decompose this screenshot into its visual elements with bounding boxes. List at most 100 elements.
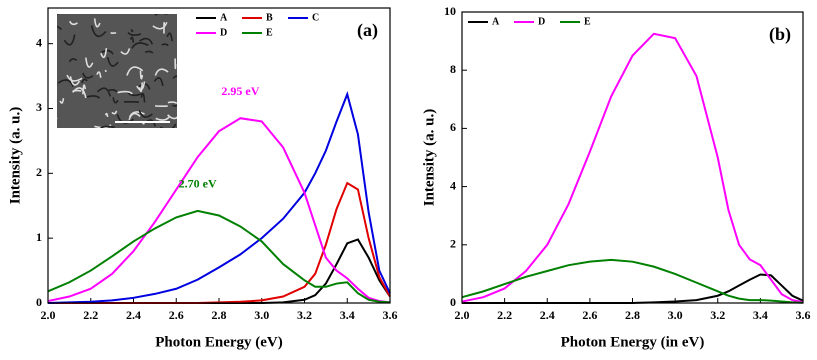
y-axis-title: Intensity (a. u.): [421, 109, 437, 207]
inset-texture: [139, 37, 154, 45]
inset-texture: [82, 84, 87, 95]
x-tick-label: 2.6: [169, 308, 184, 322]
x-tick-label: 3.2: [710, 308, 725, 322]
inset-texture: [166, 32, 173, 42]
inset-texture: [126, 66, 144, 76]
inset-texture: [117, 90, 133, 95]
x-tick-label: 3.6: [796, 308, 811, 322]
plot-frame: [461, 11, 804, 304]
inset-texture: [101, 49, 114, 55]
inset-texture: [96, 87, 112, 97]
inset-texture: [57, 79, 74, 87]
inset-texture: [161, 43, 169, 47]
inset-texture: [127, 31, 142, 36]
y-tick-label: 6: [450, 120, 456, 134]
inset-texture: [94, 124, 112, 128]
data-line: [48, 181, 391, 304]
inset-texture: [81, 78, 88, 84]
x-tick-label: 2.4: [126, 308, 141, 322]
inset-texture: [111, 110, 118, 115]
x-tick-label: 2.8: [212, 308, 227, 322]
x-tick-label: 2.6: [582, 308, 597, 322]
inset-texture: [63, 34, 76, 46]
inset-texture: [57, 117, 58, 119]
inset-texture: [138, 83, 151, 90]
annotation: 2.95 eV: [221, 84, 259, 98]
legend-label: E: [584, 16, 591, 27]
inset-texture: [152, 21, 168, 30]
inset-texture: [69, 76, 81, 86]
inset-texture: [128, 112, 141, 121]
inset-texture: [106, 56, 119, 67]
x-tick-label: 2.8: [625, 308, 640, 322]
inset-texture: [96, 71, 102, 78]
y-tick-label: 8: [450, 62, 456, 76]
inset-image: [57, 14, 177, 128]
plot-frame: [47, 7, 391, 304]
annotation: 2.70 eV: [179, 177, 217, 191]
inset-texture: [155, 115, 171, 121]
x-axis-title: Photon Energy (in eV): [561, 334, 705, 350]
x-tick-label: 2.0: [41, 308, 56, 322]
inset-texture: [99, 125, 115, 128]
x-tick-label: 3.0: [668, 308, 683, 322]
legend-label: E: [266, 27, 273, 38]
inset-texture: [72, 89, 82, 93]
inset-texture: [172, 104, 177, 107]
panel-label: (b): [769, 24, 791, 45]
inset-texture: [154, 68, 169, 76]
inset-texture: [144, 50, 154, 54]
inset-texture: [69, 20, 78, 26]
inset-texture: [112, 97, 119, 104]
data-line: [461, 258, 804, 304]
inset-texture: [172, 75, 177, 79]
inset-texture: [93, 18, 101, 28]
y-tick-label: 4: [450, 178, 456, 192]
inset-texture: [90, 25, 107, 38]
x-tick-label: 2.2: [497, 308, 512, 322]
inset-texture: [66, 74, 83, 82]
inset-texture: [59, 98, 65, 104]
inset-texture: [129, 36, 135, 43]
legend-label: C: [312, 12, 319, 23]
inset-texture: [107, 89, 118, 93]
inset-texture: [159, 123, 177, 128]
inset-texture: [100, 48, 108, 59]
inset-texture: [131, 42, 149, 49]
y-tick-label: 0: [450, 295, 456, 309]
legend-label: B: [266, 12, 273, 23]
inset-texture: [86, 95, 101, 99]
legend-label: D: [538, 16, 545, 27]
inset-texture: [68, 58, 78, 63]
inset-texture: [136, 81, 146, 91]
y-tick-label: 1: [36, 230, 42, 244]
x-tick-label: 3.6: [383, 308, 398, 322]
inset-texture: [104, 112, 109, 117]
inset-texture: [57, 25, 62, 31]
inset-texture: [85, 57, 94, 68]
legend-label: A: [492, 16, 500, 27]
x-tick-label: 3.2: [297, 308, 312, 322]
y-axis-title: Intensity (a. u.): [7, 107, 23, 205]
legend-label: D: [220, 27, 227, 38]
y-tick-label: 2: [36, 165, 42, 179]
panel-label: (a): [357, 20, 378, 41]
x-tick-label: 2.4: [540, 308, 555, 322]
inset-background: [57, 14, 177, 128]
y-tick-label: 3: [36, 100, 42, 114]
y-tick-label: 2: [450, 237, 456, 251]
inset-texture: [140, 93, 146, 103]
y-tick-label: 4: [36, 35, 42, 49]
x-axis-title: Photon Energy (eV): [155, 334, 283, 350]
inset-texture: [120, 48, 131, 55]
inset-texture: [82, 72, 94, 79]
inset-texture: [57, 84, 58, 86]
data-line: [47, 117, 391, 304]
y-tick-label: 0: [36, 295, 42, 309]
data-line: [461, 32, 804, 304]
data-line: [47, 91, 391, 304]
legend-label: A: [220, 12, 228, 23]
inset-texture: [138, 109, 153, 118]
